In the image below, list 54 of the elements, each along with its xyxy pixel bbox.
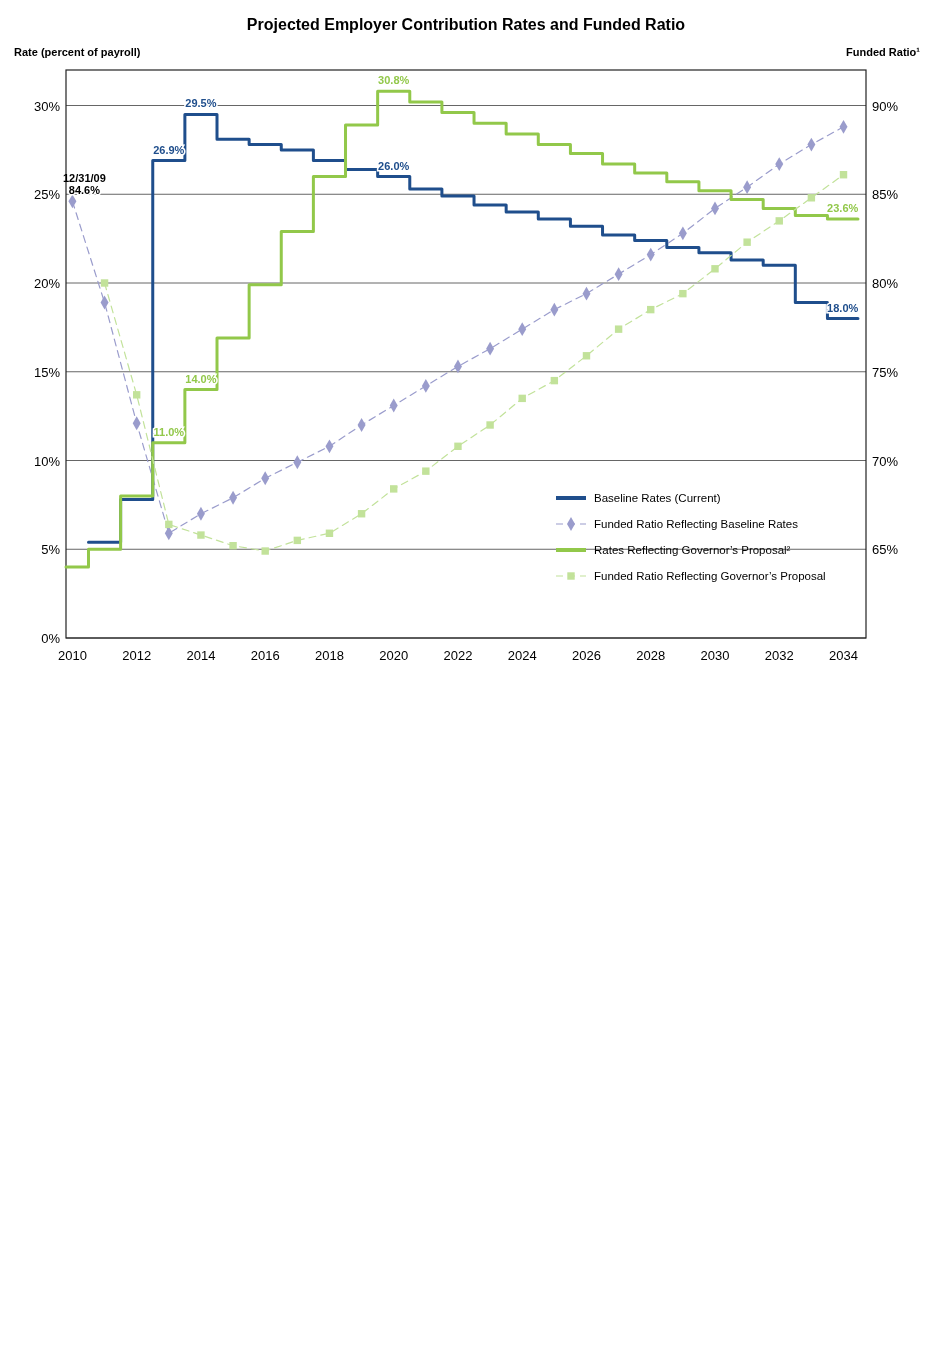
y-tick-label: 15% <box>33 364 61 380</box>
y2-tick-label: 70% <box>872 453 899 469</box>
point <box>132 391 141 399</box>
y2-tick-label: 65% <box>872 542 899 558</box>
legend-label: Rates Reflecting Governor’s Proposal² <box>594 544 791 556</box>
y2-tick-label: 85% <box>872 187 899 203</box>
legend-label: Funded Ratio Reflecting Governor’s Proposal <box>594 570 826 582</box>
y2-tick-label: 90% <box>872 98 899 114</box>
x-tick-label: 2028 <box>636 648 666 663</box>
legend-label: Baseline Rates (Current) <box>594 492 721 504</box>
x-tick-label: 2030 <box>700 648 730 663</box>
x-tick-label: 2022 <box>443 648 473 663</box>
point <box>743 238 751 246</box>
point <box>390 485 398 493</box>
point <box>679 289 687 298</box>
y-tick-label: 5% <box>41 542 61 558</box>
data-label: 23.6% <box>827 202 859 215</box>
point <box>261 547 269 555</box>
data-label: 30.8% <box>378 74 410 87</box>
x-tick-label: 2020 <box>379 648 409 663</box>
point <box>711 265 719 273</box>
chart-title: Projected Employer Contribution Rates and Funded Ratio <box>246 16 686 33</box>
x-tick-label: 2016 <box>250 648 280 663</box>
y2-axis-title: Funded Ratio¹ <box>846 46 921 58</box>
point <box>165 520 173 529</box>
data-label: 84.6% <box>68 184 101 197</box>
y-tick-label: 20% <box>33 276 61 291</box>
y2-tick-label: 75% <box>872 364 899 380</box>
y-tick-label: 0% <box>41 631 61 646</box>
legend-label: Funded Ratio Reflecting Baseline Rates <box>594 518 799 530</box>
x-tick-label: 2012 <box>122 648 152 663</box>
point <box>197 531 205 539</box>
y-tick-label: 30% <box>33 98 61 114</box>
x-tick-label: 2026 <box>572 648 601 663</box>
point <box>775 217 783 225</box>
annotation: 12/31/09 <box>63 172 106 185</box>
point <box>100 279 109 287</box>
point <box>807 194 816 202</box>
x-tick-label: 2024 <box>507 648 537 663</box>
point <box>486 421 494 429</box>
point <box>422 467 430 475</box>
x-tick-label: 2032 <box>764 648 794 663</box>
y-tick-label: 10% <box>33 453 61 469</box>
point <box>229 541 237 550</box>
point <box>454 442 462 451</box>
x-tick-label: 2018 <box>314 648 344 663</box>
y-axis-title: Rate (percent of payroll) <box>14 46 141 58</box>
x-tick-label: 2034 <box>829 648 858 663</box>
point <box>614 325 623 333</box>
x-tick-label: 2010 <box>57 648 87 663</box>
data-label: 26.0% <box>378 159 410 172</box>
y-tick-label: 25% <box>33 187 61 203</box>
x-tick-label: 2014 <box>186 648 216 663</box>
y2-tick-label: 80% <box>872 276 899 291</box>
